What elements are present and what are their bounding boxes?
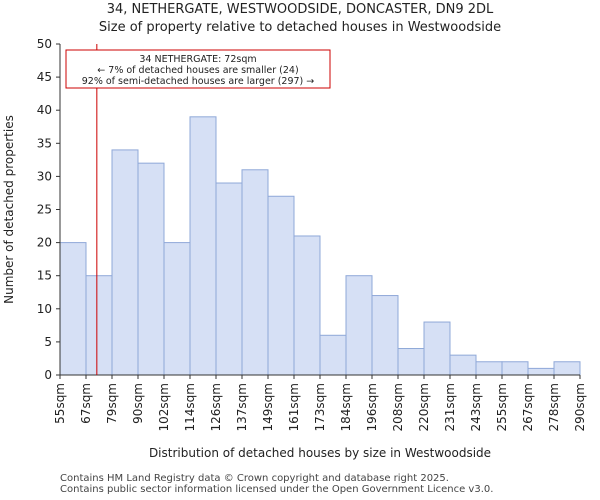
histogram-bar [501,361,529,376]
histogram-bar [85,275,113,376]
x-axis-label: Distribution of detached houses by size … [149,446,491,460]
chart-title: 34, NETHERGATE, WESTWOODSIDE, DONCASTER,… [106,2,494,17]
footer-copyright: Contains HM Land Registry data © Crown c… [60,473,449,484]
histogram-bar [449,354,477,376]
histogram-bar [267,195,295,376]
histogram-bar [293,235,321,376]
x-tick-label: 55sqm [53,383,67,424]
histogram-bar [553,361,581,376]
annotation-text: 34 NETHERGATE: 72sqm [139,54,256,65]
histogram-bar [215,182,243,376]
y-tick-label: 30 [37,169,52,183]
x-tick-label: 255sqm [495,383,509,431]
histogram-bar [475,361,503,376]
histogram-bar [423,321,451,376]
annotation-text: ← 7% of detached houses are smaller (24) [97,65,298,76]
y-axis-label: Number of detached properties [2,115,16,304]
y-tick-label: 25 [37,203,52,217]
x-tick-label: 114sqm [183,383,197,431]
footer-licence: Contains public sector information licen… [60,484,494,495]
x-tick-label: 278sqm [547,383,561,431]
x-tick-label: 220sqm [417,383,431,431]
x-tick-label: 267sqm [521,383,535,431]
histogram-bar [397,348,425,376]
histogram-bar [527,367,555,376]
x-tick-label: 126sqm [209,383,223,431]
x-tick-label: 184sqm [339,383,353,431]
x-tick-label: 67sqm [79,383,93,424]
x-tick-label: 90sqm [131,383,145,424]
x-tick-label: 196sqm [365,383,379,431]
histogram-bar [163,242,191,376]
histogram-bar [345,275,373,376]
x-tick-label: 137sqm [235,383,249,431]
histogram-bar [241,169,269,376]
x-tick-label: 290sqm [573,383,587,431]
y-tick-label: 10 [37,302,52,316]
x-tick-label: 149sqm [261,383,275,431]
y-tick-label: 20 [37,236,52,250]
y-tick-label: 15 [37,269,52,283]
y-tick-label: 0 [44,368,52,382]
x-tick-label: 102sqm [157,383,171,431]
y-tick-label: 45 [37,70,52,84]
histogram-bar [59,242,87,376]
x-tick-label: 208sqm [391,383,405,431]
annotation-text: 92% of semi-detached houses are larger (… [82,76,315,87]
y-tick-label: 50 [37,37,52,51]
histogram-bar [137,162,165,376]
histogram-bar [111,149,139,376]
x-tick-label: 161sqm [287,383,301,431]
x-tick-label: 231sqm [443,383,457,431]
annotation-box [65,49,331,89]
y-tick-label: 40 [37,103,52,117]
y-tick-label: 35 [37,136,52,150]
histogram-bar [371,295,399,376]
histogram-bar [189,116,217,376]
x-tick-label: 173sqm [313,383,327,431]
y-tick-label: 5 [44,335,52,349]
x-tick-label: 79sqm [105,383,119,424]
histogram-bar [319,334,347,376]
chart-subtitle: Size of property relative to detached ho… [98,20,502,35]
x-tick-label: 243sqm [469,383,483,431]
